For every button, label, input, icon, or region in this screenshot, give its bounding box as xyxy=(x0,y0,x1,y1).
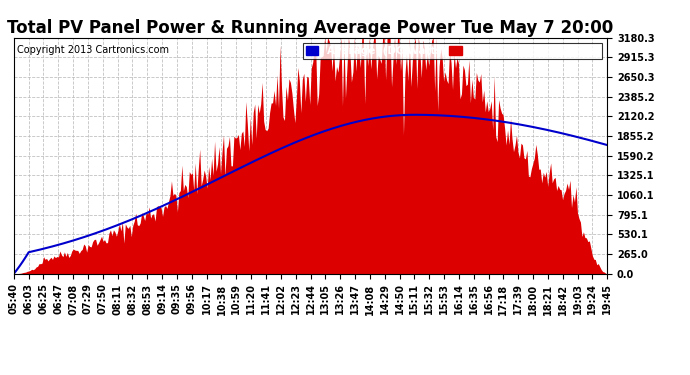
Title: Total PV Panel Power & Running Average Power Tue May 7 20:00: Total PV Panel Power & Running Average P… xyxy=(8,20,613,38)
Legend: Average  (DC Watts), PV Panels  (DC Watts): Average (DC Watts), PV Panels (DC Watts) xyxy=(303,43,602,59)
Text: Copyright 2013 Cartronics.com: Copyright 2013 Cartronics.com xyxy=(17,45,169,55)
